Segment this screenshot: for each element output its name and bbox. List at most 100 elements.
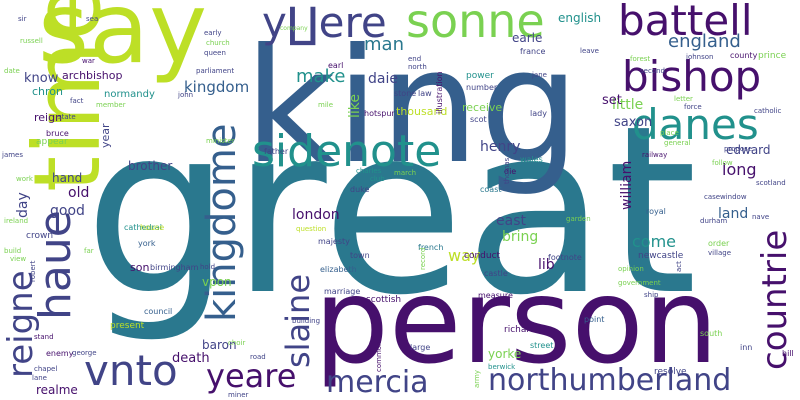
cloud-word: earle [512,31,543,45]
cloud-word: london [292,207,340,223]
cloud-word: window [720,193,747,201]
cloud-word: street [530,341,554,350]
cloud-word: sonne [406,0,545,48]
cloud-word: scotland [756,179,786,187]
cloud-word: footnote [548,253,582,262]
cloud-word: northumberland [488,363,732,398]
cloud-word: number [466,83,498,92]
cloud-word: jane [532,71,547,79]
cloud-word: england [668,31,741,52]
cloud-word: second [640,67,665,75]
cloud-word: hold [200,263,216,271]
cloud-word: bishop [622,52,762,101]
cloud-word: thomas [503,157,511,184]
cloud-word: scottish [366,295,402,305]
cloud-word: sidenote [252,126,442,177]
cloud-word: garden [566,215,591,223]
cloud-word: miner [228,391,249,399]
cloud-word: elizabeth [320,265,357,274]
cloud-word: stand [34,333,54,341]
cloud-word: club [370,175,385,183]
cloud-word: king [244,15,580,199]
cloud-word: richard [504,325,536,335]
cloud-word: land [718,206,749,222]
cloud-word: johnson [686,53,714,61]
cloud-word: hill [782,349,794,358]
cloud-word: order [708,239,730,248]
cloud-word: act [675,261,683,272]
cloud-word: crown [26,231,54,241]
cloud-word: way [448,246,481,265]
cloud-word: railway [642,151,668,159]
cloud-word: daie [368,71,398,87]
cloud-word: french [418,243,444,252]
cloud-word: view [10,255,27,263]
cloud-word: york [138,239,156,248]
cloud-word: place [660,129,679,137]
cloud-word: common [375,341,383,373]
cloud-word: prince [758,51,787,61]
cloud-word: leave [580,47,599,55]
cloud-word: battell [618,0,753,45]
cloud-word: normandy [104,89,155,100]
cloud-word: berwick [488,363,516,371]
cloud-word: day [15,192,31,218]
cloud-word: force [684,103,702,111]
cloud-word: kingdome [199,123,245,322]
cloud-word: minister [206,137,235,145]
cloud-word: company [280,25,308,32]
cloud-word: edward [726,143,771,157]
cloud-word: present [110,321,145,331]
cloud-word: like [347,93,363,118]
cloud-word: church [206,39,230,47]
cloud-word: henry [480,139,521,155]
cloud-word: end [408,55,422,63]
cloud-word: baron [202,338,237,352]
cloud-word: house [140,223,165,232]
cloud-word: die [504,167,517,176]
cloud-word: chapel [34,365,58,373]
cloud-word: north [408,63,427,71]
cloud-word: france [520,47,546,56]
cloud-word: propose [724,145,753,153]
cloud-word: birmingham [150,263,199,272]
cloud-word: lane [32,374,47,382]
cloud-word: enemy [46,349,74,358]
cloud-word: danes [632,100,759,149]
cloud-word: march [394,169,417,177]
cloud-word: father [264,147,289,156]
cloud-word: case [704,193,721,201]
cloud-word: death [172,351,210,366]
cloud-word: forest [630,55,651,63]
cloud-word: ship [644,291,659,299]
cloud-word: sir [18,15,27,23]
cloud-word: lib [538,257,555,273]
cloud-word: inn [740,343,753,352]
cloud-word: duke [350,185,370,194]
cloud-word: coast [480,185,502,194]
cloud-word: appear [36,137,68,147]
cloud-word: government [618,279,661,287]
cloud-word: ireland [4,217,29,225]
cloud-word: john [178,91,194,99]
cloud-word: archbishop [62,69,123,82]
cloud-word: charles [356,167,382,175]
cloud-word: earl [328,61,344,70]
cloud-word: council [144,307,173,316]
cloud-word: newcastle [638,251,684,261]
cloud-word: law [418,89,432,98]
cloud-word: work [16,175,33,183]
cloud-word: little [612,97,644,113]
cloud-word: east [496,213,526,229]
cloud-word: kingdom [184,78,250,96]
cloud-word: hotspur [364,109,395,118]
cloud-word: queen [204,49,226,57]
cloud-word: william [619,160,635,210]
cloud-word: state [58,113,76,121]
cloud-word: opinion [618,265,644,273]
cloud-word: person [314,252,719,390]
cloud-word: old [68,185,90,201]
cloud-word: village [708,249,732,257]
cloud-word: realme [36,383,78,397]
cloud-word: reigne [1,270,41,378]
